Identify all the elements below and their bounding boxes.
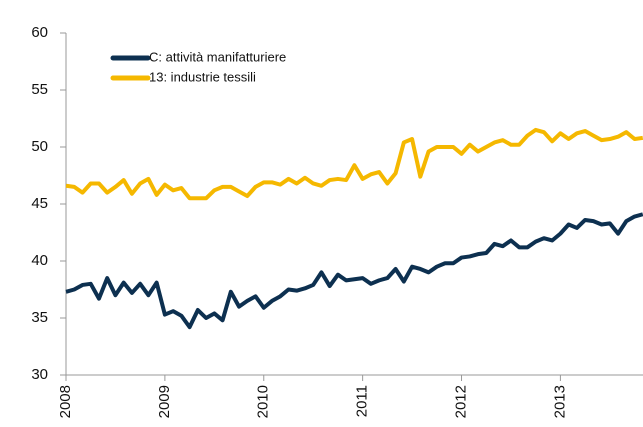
y-tick-label: 35 [31, 309, 48, 326]
x-tick-label: 2010 [255, 385, 272, 418]
legend-label: 13: industrie tessili [149, 69, 256, 84]
x-tick-label: 2012 [452, 385, 469, 418]
y-tick-label: 45 [31, 195, 48, 212]
y-tick-label: 60 [31, 24, 48, 41]
y-tick-label: 30 [31, 366, 48, 383]
y-tick-label: 40 [31, 252, 48, 269]
x-tick-label: 2013 [551, 385, 568, 418]
x-tick-label: 2011 [354, 385, 371, 417]
x-tick-label: 2008 [57, 385, 74, 418]
legend-label: C: attività manifatturiere [149, 49, 286, 64]
x-tick-label: 2009 [156, 385, 173, 418]
y-tick-label: 50 [31, 138, 48, 155]
series-line [65, 212, 643, 330]
y-tick-label: 55 [31, 81, 48, 98]
series-line [65, 127, 643, 201]
